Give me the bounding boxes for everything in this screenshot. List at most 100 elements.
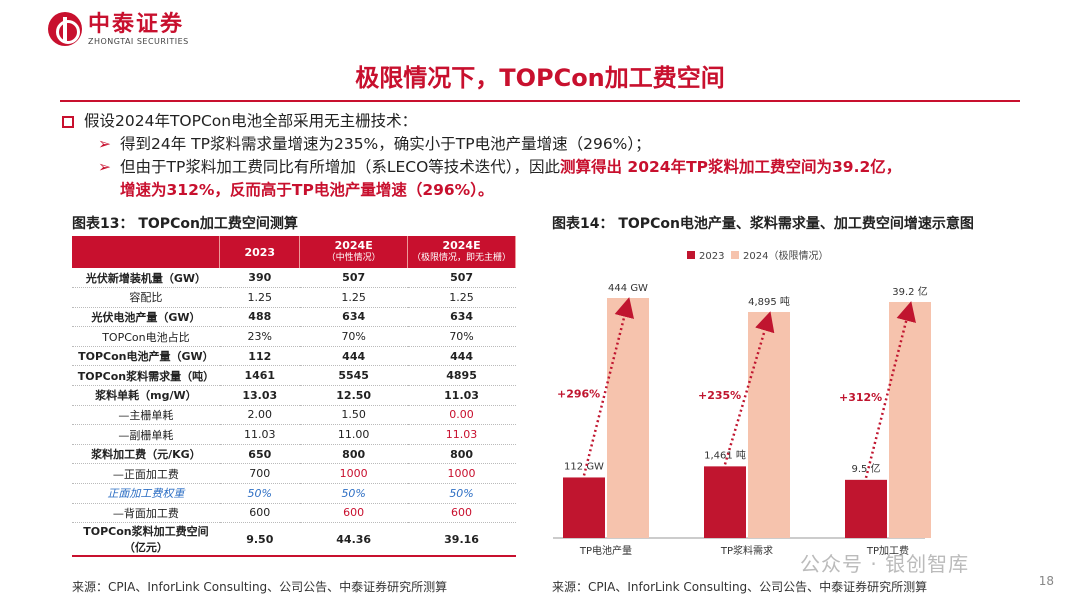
cost-table: 2023 2024E （中性情况） 2024E （极限情况，即无主栅） 光伏新增装机量（… — [72, 236, 516, 558]
category-label: TP加工费 — [866, 544, 909, 557]
cell-value: 112 — [219, 346, 300, 367]
cell-value: 1000 — [299, 463, 408, 485]
arrow-bullet-icon: ➢ — [98, 158, 111, 176]
cell-value: 634 — [407, 307, 516, 328]
cell-value: 23% — [219, 326, 300, 347]
legend-swatch — [731, 251, 739, 259]
bar-2023 — [563, 477, 605, 538]
legend-swatch — [687, 251, 695, 259]
table-row: 正面加工费权重 50% 50% 50% — [72, 483, 516, 504]
cell-value: 4895 — [407, 365, 516, 387]
title-divider — [60, 100, 1020, 102]
row-label: TOPCon电池占比 — [72, 326, 220, 347]
data-label-2024: 39.2 亿 — [892, 285, 927, 298]
data-label-2024: 444 GW — [608, 283, 648, 294]
bullet-sub-2-text: 但由于TP浆料加工费同比有所增加（系LECO等技术迭代），因此 — [120, 158, 561, 176]
cell-value: 70% — [407, 326, 516, 347]
bullet-main-text: 假设2024年TOPCon电池全部采用无主栅技术： — [84, 112, 418, 130]
cell-value: 600 — [407, 503, 516, 524]
table-caption: 图表13： TOPCon加工费空间测算 — [72, 216, 298, 232]
row-label: TOPCon浆料需求量（吨） — [72, 365, 220, 387]
row-label: TOPCon浆料加工费空间 （亿元） — [72, 522, 220, 558]
growth-label: +312% — [839, 391, 882, 404]
table-row: —背面加工费 600 600 600 — [72, 503, 516, 524]
cell-value: 507 — [299, 268, 408, 289]
growth-label: +235% — [698, 389, 741, 402]
bar-2024 — [889, 302, 931, 538]
header-main: 2024E — [442, 239, 481, 252]
cell-value: 1.25 — [299, 287, 408, 308]
data-label-2023: 112 GW — [564, 461, 604, 472]
page-number: 18 — [1038, 574, 1054, 588]
table-row: 容配比 1.25 1.25 1.25 — [72, 287, 516, 308]
cell-value: 11.03 — [407, 424, 516, 445]
table-header-1: 2023 — [219, 236, 301, 268]
cell-value: 390 — [219, 268, 300, 289]
row-label: 浆料单耗（mg/W） — [72, 385, 220, 406]
slide-title: 极限情况下，TOPCon加工费空间 — [355, 64, 725, 92]
bar-2023 — [704, 466, 746, 538]
table-row: —主栅单耗 2.00 1.50 0.00 — [72, 405, 516, 426]
data-label-2023: 1,461 吨 — [704, 448, 746, 461]
row-label: 光伏电池产量（GW） — [72, 307, 220, 328]
row-label: 光伏新增装机量（GW） — [72, 268, 220, 289]
cell-value: 1000 — [407, 463, 516, 485]
row-label: TOPCon电池产量（GW） — [72, 346, 220, 367]
cell-value: 800 — [299, 444, 408, 465]
cell-value: 507 — [407, 268, 516, 289]
header-main: 2023 — [244, 245, 276, 259]
cell-value: 2.00 — [219, 405, 300, 426]
cell-value: 50% — [219, 483, 300, 504]
cell-value: 600 — [299, 503, 408, 524]
cell-value: 39.16 — [407, 522, 516, 558]
bullet-sub-2-highlight-2: 增速为312%，反而高于TP电池产量增速（296%）。 — [120, 181, 494, 199]
cell-value: 1.50 — [299, 405, 408, 426]
bullet-main: 假设2024年TOPCon电池全部采用无主栅技术： — [62, 110, 1022, 133]
logo-en: ZHONGTAI SECURITIES — [88, 36, 189, 46]
bullet-list: 假设2024年TOPCon电池全部采用无主栅技术： ➢ 得到24年 TP浆料需求… — [62, 110, 1022, 202]
cell-value: 600 — [219, 503, 300, 524]
cell-value: 1.25 — [407, 287, 516, 308]
logo-cn: 中泰证券 — [88, 11, 185, 37]
row-label: —背面加工费 — [72, 503, 220, 524]
growth-arrow — [723, 311, 775, 465]
cell-value: 11.03 — [407, 385, 516, 406]
table-header-2: 2024E （中性情况） — [299, 236, 409, 268]
cell-value: 13.03 — [219, 385, 300, 406]
cell-value: 5545 — [299, 365, 408, 387]
table-source: 来源：CPIA、InforLink Consulting、公司公告、中泰证券研究… — [72, 580, 448, 594]
bullet-sub-2-highlight: 测算得出 2024年TP浆料加工费空间为39.2亿， — [560, 158, 902, 176]
growth-label: +296% — [557, 388, 600, 401]
table-row: TOPCon电池占比 23% 70% 70% — [72, 326, 516, 347]
cell-value: 488 — [219, 307, 300, 328]
category-label: TP电池产量 — [579, 544, 632, 557]
bar-2024 — [748, 312, 790, 538]
cell-value: 11.00 — [299, 424, 408, 445]
table-row: —正面加工费 700 1000 1000 — [72, 463, 516, 485]
table-row: 光伏电池产量（GW） 488 634 634 — [72, 307, 516, 328]
cell-value: 50% — [299, 483, 408, 504]
cell-value: 50% — [407, 483, 516, 504]
watermark: 公众号 · 银创智库 — [800, 552, 970, 576]
cell-value: 700 — [219, 463, 300, 485]
table-header-0 — [72, 236, 221, 268]
chart-source: 来源：CPIA、InforLink Consulting、公司公告、中泰证券研究… — [552, 580, 928, 594]
cell-value: 0.00 — [407, 405, 516, 426]
legend-label: 2023 — [699, 251, 724, 262]
row-label: 容配比 — [72, 287, 220, 308]
data-label-2023: 9.5 亿 — [851, 462, 880, 475]
arrow-bullet-icon: ➢ — [98, 135, 111, 153]
table-row: 光伏新增装机量（GW） 390 507 507 — [72, 268, 516, 289]
logo-mark-icon — [48, 12, 82, 46]
cell-value: 9.50 — [219, 522, 300, 558]
row-label: 浆料加工费（元/KG） — [72, 444, 220, 465]
bullet-sub-2: ➢ 但由于TP浆料加工费同比有所增加（系LECO等技术迭代），因此测算得出 20… — [62, 156, 1022, 202]
cell-value: 444 — [407, 346, 516, 367]
chart-caption: 图表14： TOPCon电池产量、浆料需求量、加工费空间增速示意图 — [552, 216, 974, 232]
cell-value: 444 — [299, 346, 408, 367]
cell-value: 1461 — [219, 365, 300, 387]
table-row: TOPCon浆料需求量（吨） 1461 5545 4895 — [72, 365, 516, 387]
bullet-sub-1-text: 得到24年 TP浆料需求量增速为235%，确实小于TP电池产量增速（296%）； — [120, 135, 651, 153]
category-label: TP浆料需求 — [720, 544, 773, 557]
table-header-3: 2024E （极限情况，即无主栅） — [407, 236, 516, 268]
